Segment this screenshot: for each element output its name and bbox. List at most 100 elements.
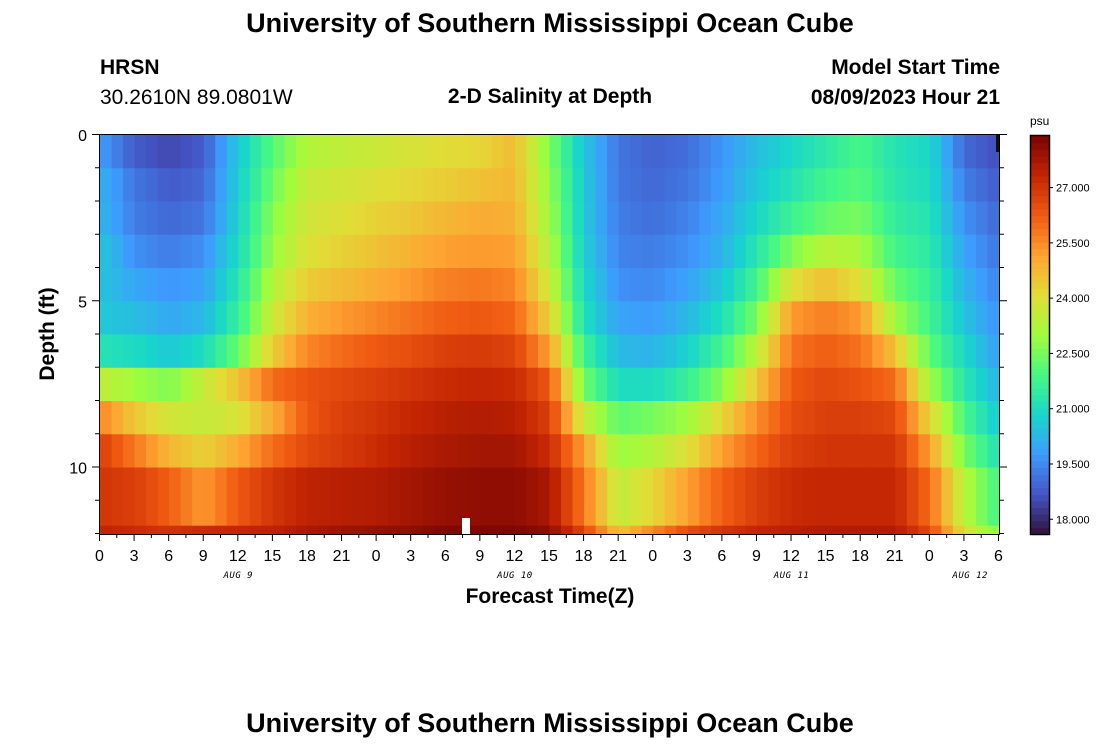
heatmap-cell: [238, 234, 251, 269]
heatmap-cell: [272, 301, 286, 336]
heatmap-cell: [226, 401, 239, 435]
heatmap-cell: [480, 234, 493, 269]
heatmap-cell: [388, 301, 401, 336]
heatmap-cell: [676, 168, 689, 203]
heatmap-cell: [169, 367, 182, 402]
heatmap-cell: [399, 301, 412, 336]
heatmap-cell: [376, 268, 389, 302]
heatmap-cell: [687, 135, 700, 169]
heatmap-cell: [653, 334, 666, 369]
heatmap-cell: [826, 135, 839, 169]
heatmap-cell: [975, 135, 989, 169]
heatmap-cell: [422, 268, 435, 302]
heatmap-cell: [733, 268, 747, 302]
heatmap-cell: [123, 525, 136, 535]
heatmap-cell: [480, 268, 493, 302]
heatmap-cell: [376, 135, 389, 169]
heatmap-cell: [849, 467, 862, 527]
heatmap-cell: [123, 401, 136, 435]
heatmap-cell: [803, 434, 816, 469]
heatmap-cell: [146, 234, 159, 269]
heatmap-cell: [849, 135, 862, 169]
colorbar-segment: [1031, 202, 1049, 210]
heatmap-cell: [226, 525, 239, 535]
heatmap-cell: [249, 168, 262, 203]
heatmap-cell: [826, 201, 839, 236]
heatmap-cell: [883, 135, 896, 169]
heatmap-cell: [780, 234, 793, 269]
heatmap-cell: [100, 367, 113, 402]
heatmap-cell: [664, 434, 677, 469]
heatmap-cell: [549, 367, 562, 402]
heatmap-cell: [272, 467, 286, 527]
heatmap-cell: [710, 334, 723, 369]
heatmap-cell: [180, 334, 193, 369]
heatmap-cell: [295, 135, 309, 169]
heatmap-cell: [480, 367, 493, 402]
heatmap-cell: [653, 168, 666, 203]
heatmap-cell: [964, 525, 977, 535]
heatmap-cell: [710, 201, 723, 236]
heatmap-cell: [607, 135, 620, 169]
heatmap-cell: [584, 301, 597, 336]
heatmap-cell: [318, 168, 332, 203]
heatmap-cell: [906, 401, 919, 435]
colorbar-segment: [1031, 235, 1049, 243]
heatmap-cell: [929, 301, 942, 336]
heatmap-cell: [826, 525, 839, 535]
colorbar-segment: [1031, 434, 1049, 442]
heatmap-cell: [549, 434, 562, 469]
heatmap-cell: [687, 434, 700, 469]
heatmap-cell: [918, 367, 931, 402]
colorbar-segment: [1031, 487, 1049, 495]
heatmap-cell: [803, 401, 816, 435]
heatmap-cell: [607, 401, 620, 435]
heatmap-cell: [491, 467, 504, 527]
x-tick-label: 0: [925, 548, 934, 565]
heatmap-cell: [226, 301, 239, 336]
heatmap-cell: [906, 301, 919, 336]
colorbar-segment: [1031, 175, 1049, 184]
heatmap-cell: [595, 268, 608, 302]
heatmap-cell: [376, 434, 389, 469]
heatmap-cell: [768, 168, 781, 203]
heatmap-cell: [918, 268, 931, 302]
heatmap-cell: [399, 135, 412, 169]
heatmap-cell: [399, 401, 412, 435]
heatmap-cell: [791, 234, 804, 269]
heatmap-cell: [561, 434, 574, 469]
heatmap-cell: [480, 525, 493, 535]
heatmap-cell: [272, 168, 286, 203]
heatmap-cell: [987, 234, 1000, 269]
heatmap-cell: [192, 334, 205, 369]
heatmap-cell: [618, 467, 631, 527]
heatmap-cell: [388, 467, 401, 527]
heatmap-cell: [261, 434, 274, 469]
heatmap-cell: [399, 201, 412, 236]
heatmap-cell: [595, 135, 608, 169]
heatmap-cell: [975, 434, 989, 469]
heatmap-cell: [111, 301, 124, 336]
heatmap-cell: [941, 467, 954, 527]
heatmap-cell: [203, 467, 216, 527]
heatmap-cell: [180, 201, 193, 236]
heatmap-cell: [330, 367, 343, 402]
heatmap-cell: [215, 135, 228, 169]
heatmap-cell: [618, 367, 631, 402]
heatmap-cell: [964, 135, 977, 169]
heatmap-cell: [906, 135, 919, 169]
heatmap-cell: [192, 434, 205, 469]
heatmap-cell: [526, 301, 539, 336]
heatmap-cell: [733, 334, 747, 369]
heatmap-cell: [941, 367, 954, 402]
heatmap-cell: [330, 467, 343, 527]
heatmap-cell: [330, 434, 343, 469]
heatmap-cell: [549, 301, 562, 336]
heatmap-cell: [849, 334, 862, 369]
heatmap-cell: [664, 367, 677, 402]
heatmap-cell: [837, 367, 850, 402]
heatmap-cell: [584, 525, 597, 535]
heatmap-cell: [157, 525, 170, 535]
heatmap-cell: [342, 168, 355, 203]
heatmap-cell: [100, 268, 113, 302]
